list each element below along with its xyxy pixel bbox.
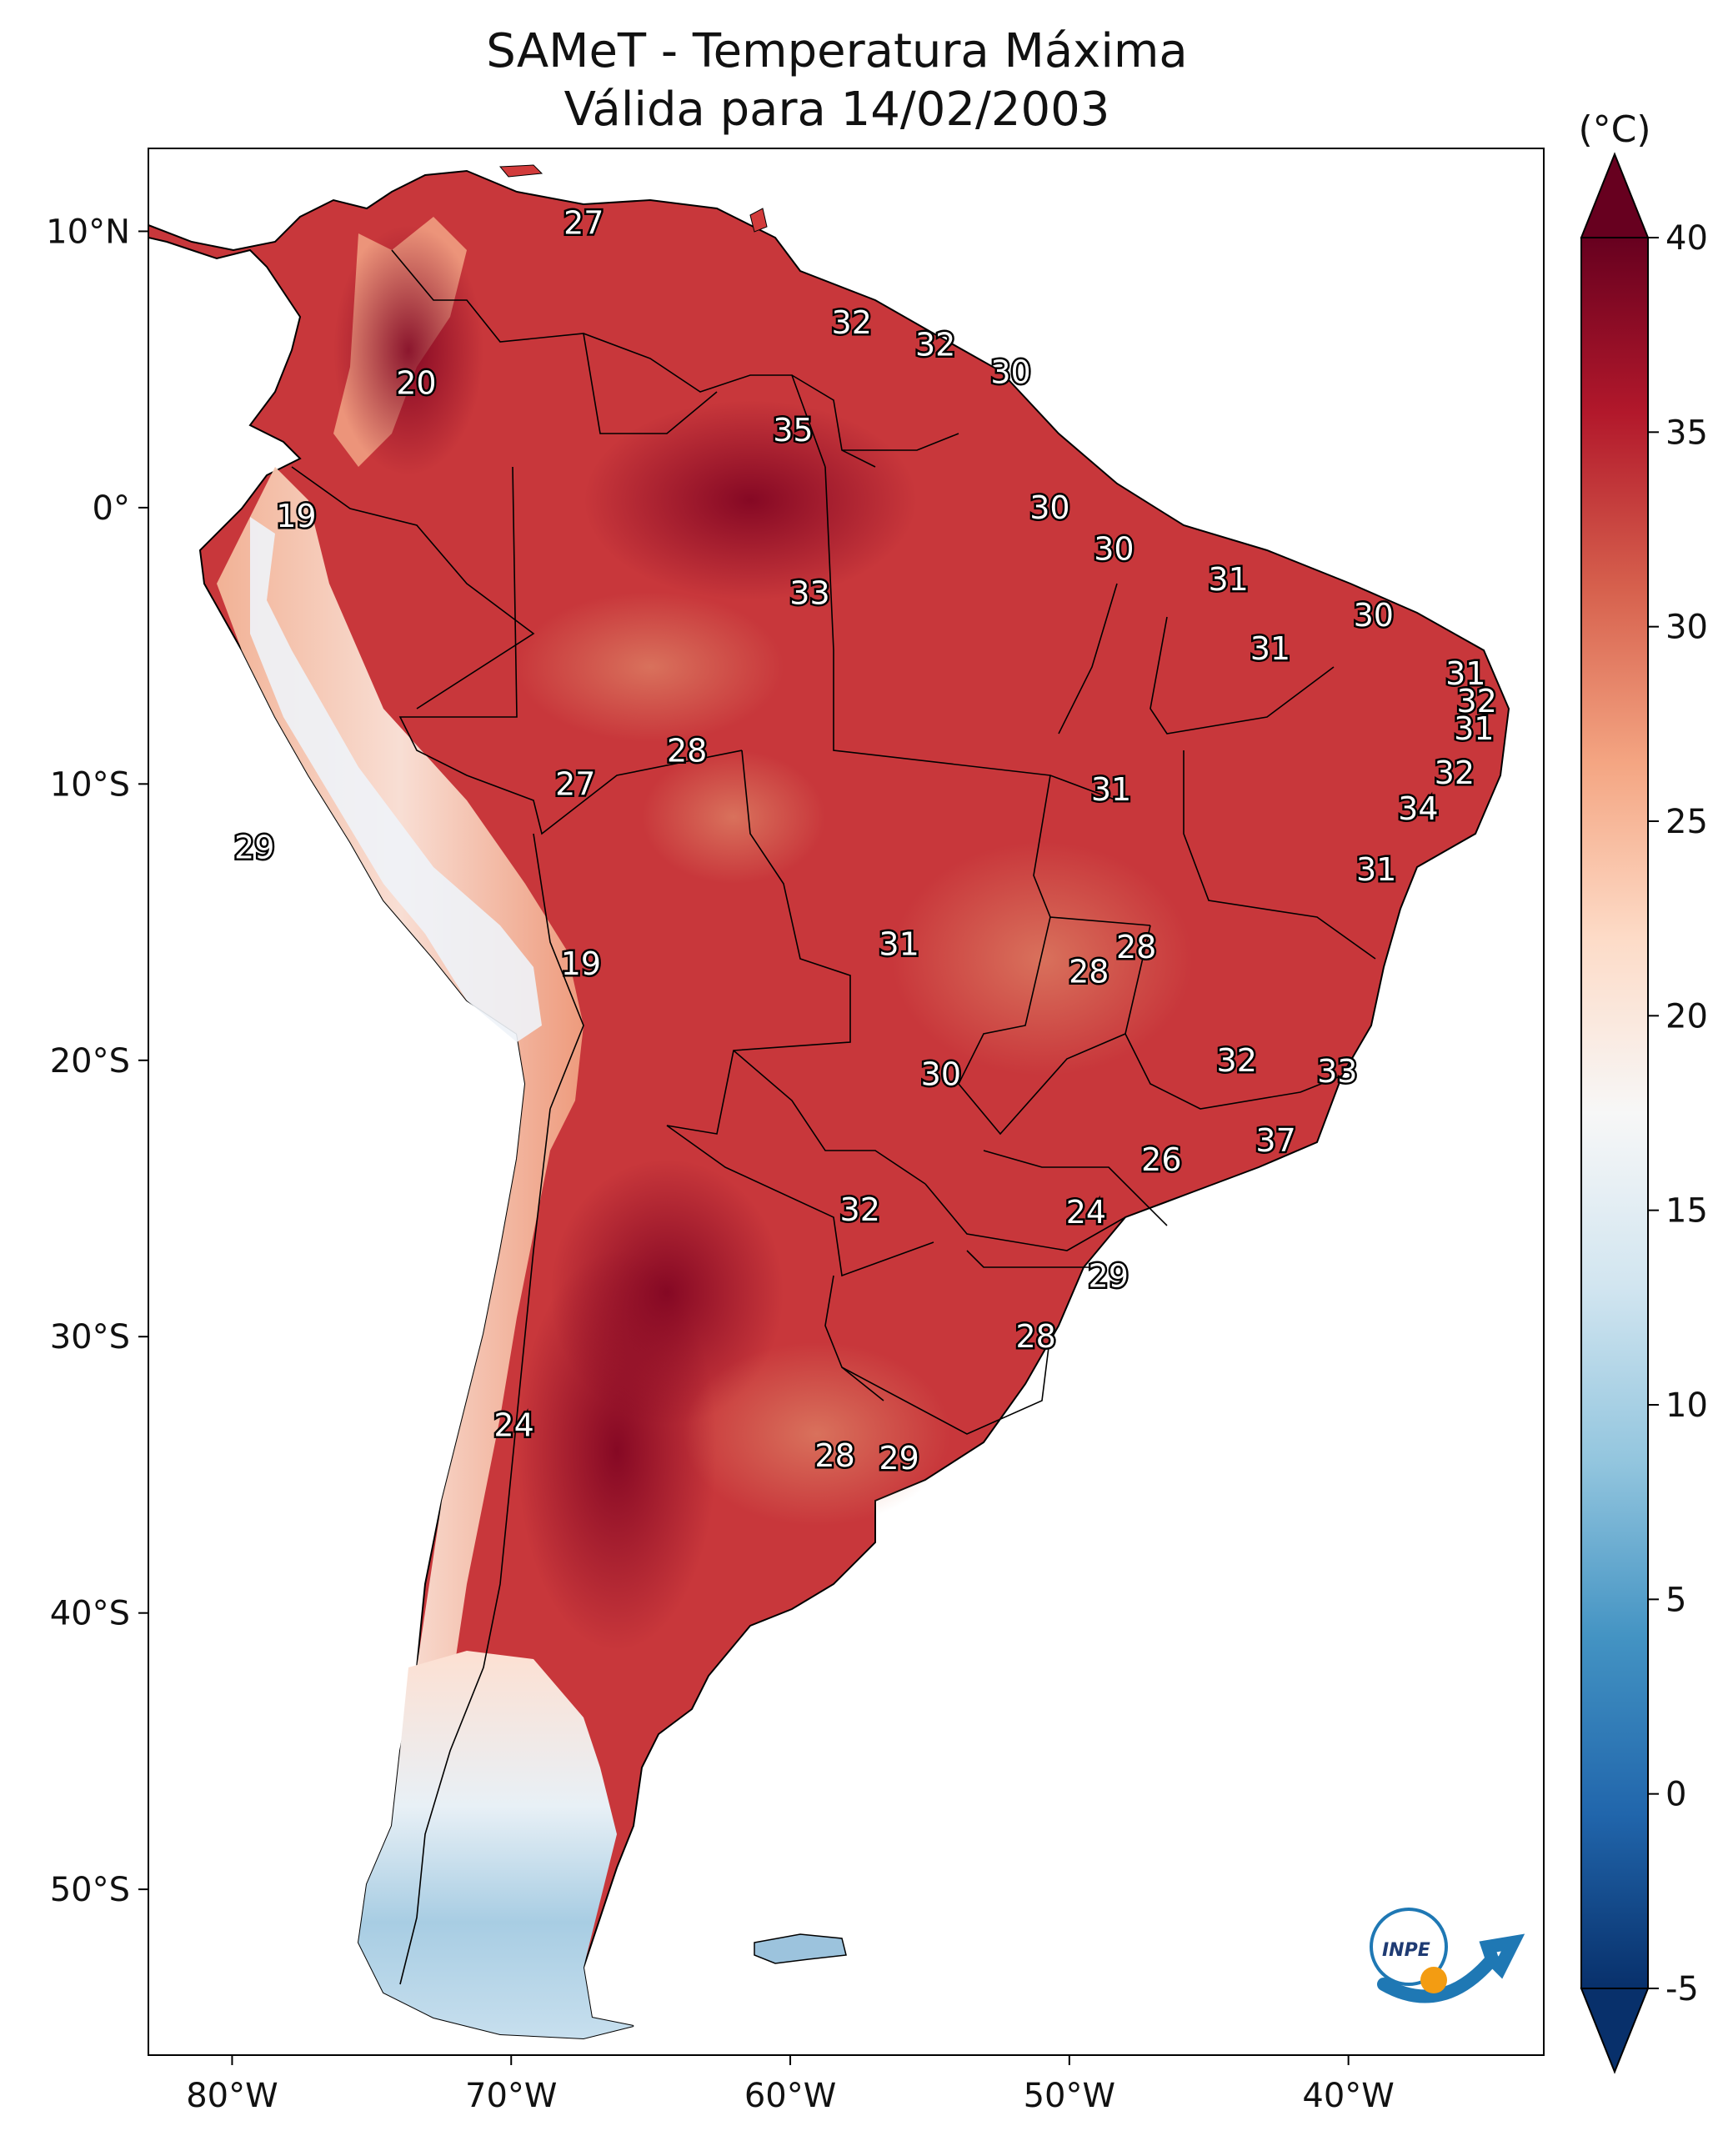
hotspot-chaco	[550, 1159, 784, 1426]
inpe-logo: INPE	[1370, 1908, 1525, 2003]
warm-patch-pampas	[684, 1342, 950, 1526]
logo-text: INPE	[1382, 1940, 1430, 1961]
temperature-label: 32	[840, 1191, 880, 1228]
colorbar-tick-label: 35	[1665, 414, 1708, 452]
temperature-label: 29	[234, 830, 274, 866]
longitude-ticks: 80°W 70°W 60°W 50°W 40°W	[186, 2055, 1395, 2115]
temperature-label: 31	[1356, 851, 1396, 888]
lat-tick-label: 30°S	[50, 1318, 130, 1356]
warm-patch-bolivia	[642, 750, 825, 884]
temperature-label: 28	[667, 733, 707, 770]
temperature-label: 29	[1089, 1257, 1129, 1294]
warm-patch-brazil	[892, 842, 1192, 1075]
temperature-label: 28	[814, 1437, 854, 1474]
temperature-label: 24	[493, 1406, 533, 1443]
temperature-label: 34	[1398, 790, 1438, 827]
temperature-label: 31	[879, 926, 919, 963]
temperature-label: 31	[1250, 630, 1290, 667]
colorbar-top-arrow	[1580, 152, 1650, 238]
lon-tick-label: 50°W	[1024, 2077, 1115, 2115]
hotspot-amazon	[584, 400, 917, 600]
temperature-label: 19	[561, 945, 601, 982]
falkland-islands	[754, 1933, 847, 1964]
temperature-label: 32	[1435, 755, 1475, 791]
latitude-ticks: 10°N 0° 10°S 20°S 30°S 40°S 50°S	[46, 213, 148, 1909]
lon-tick-label: 70°W	[465, 2077, 557, 2115]
temperature-label: 30	[1094, 531, 1134, 568]
colorbar-tick-label: 40	[1665, 219, 1708, 258]
temperature-label: 31	[1091, 771, 1131, 808]
lat-tick-label: 0°	[93, 489, 130, 528]
colorbar-tick-label: 30	[1665, 609, 1708, 647]
temperature-label: 35	[773, 412, 813, 449]
colorbar-unit: (°C)	[1578, 108, 1650, 151]
temperature-label: 31	[1208, 561, 1248, 598]
temperature-label: 26	[1141, 1141, 1181, 1178]
colorbar-body	[1580, 237, 1649, 1989]
temperature-label: 32	[832, 304, 872, 341]
lat-tick-label: 10°S	[50, 765, 130, 804]
temperature-label: 28	[1116, 929, 1156, 965]
hotspot-colombia	[333, 225, 483, 475]
patagonia-zone	[358, 1651, 634, 2038]
colorbar-tick-label: 15	[1665, 1192, 1708, 1231]
logo-swoosh	[1377, 1933, 1525, 2003]
colorbar-tick-label: 25	[1665, 803, 1708, 841]
temperature-label: 20	[396, 365, 436, 402]
colorbar-tick-label: 5	[1665, 1581, 1686, 1619]
colorbar-tick-label: 0	[1665, 1776, 1686, 1814]
lat-tick-label: 40°S	[50, 1595, 130, 1633]
temperature-label: 27	[555, 765, 595, 802]
temperature-label: 37	[1255, 1122, 1295, 1159]
colorbar: (°C) 40 35 30 25 20 15 10 5 0 -5	[1578, 108, 1708, 2074]
temperature-label: 30	[921, 1055, 961, 1092]
temperature-label: 31	[1454, 710, 1494, 747]
temperature-label: 28	[1069, 954, 1109, 990]
andes-high-zone	[250, 517, 542, 1042]
caribbean-islands	[498, 164, 768, 233]
temperature-label: 33	[789, 575, 829, 612]
temperature-label: 30	[1029, 489, 1069, 526]
lon-tick-label: 80°W	[186, 2077, 278, 2115]
colorbar-tick-label: 20	[1665, 997, 1708, 1035]
logo-dot	[1420, 1967, 1447, 1993]
colorbar-ticks: 40 35 30 25 20 15 10 5 0 -5	[1648, 219, 1708, 2008]
lat-tick-label: 50°S	[50, 1871, 130, 1909]
temperature-label: 32	[1217, 1042, 1257, 1079]
temperature-label: 24	[1066, 1194, 1106, 1231]
lon-tick-label: 40°W	[1302, 2077, 1394, 2115]
colorbar-tick-label: 10	[1665, 1386, 1708, 1425]
title-line-1: SAMeT - Temperatura Máxima	[486, 24, 1188, 78]
colorbar-tick-label: -5	[1665, 1970, 1699, 2008]
lat-tick-label: 10°N	[46, 213, 130, 251]
temperature-label: 19	[276, 498, 316, 534]
logo-ring	[1370, 1908, 1448, 1986]
country-borders	[291, 249, 1376, 1985]
temperature-label: 30	[1354, 597, 1394, 634]
lon-tick-label: 60°W	[744, 2077, 836, 2115]
temperature-label: 32	[915, 326, 955, 363]
temperature-label: 27	[563, 204, 604, 241]
lat-tick-label: 20°S	[50, 1042, 130, 1081]
temperature-label: 33	[1317, 1053, 1357, 1090]
temperature-label: 31	[1445, 655, 1485, 692]
temperature-label: 30	[990, 353, 1030, 390]
map-frame	[148, 148, 1545, 2056]
title-line-2: Válida para 14/02/2003	[564, 83, 1110, 137]
andes-cool-zone	[217, 467, 584, 1734]
temperature-label: 28	[1015, 1318, 1055, 1355]
temperature-label: 32	[1456, 683, 1496, 720]
colorbar-bottom-arrow	[1580, 1988, 1650, 2074]
warm-patch-amazon	[517, 592, 784, 742]
temperature-label: 29	[879, 1440, 919, 1477]
